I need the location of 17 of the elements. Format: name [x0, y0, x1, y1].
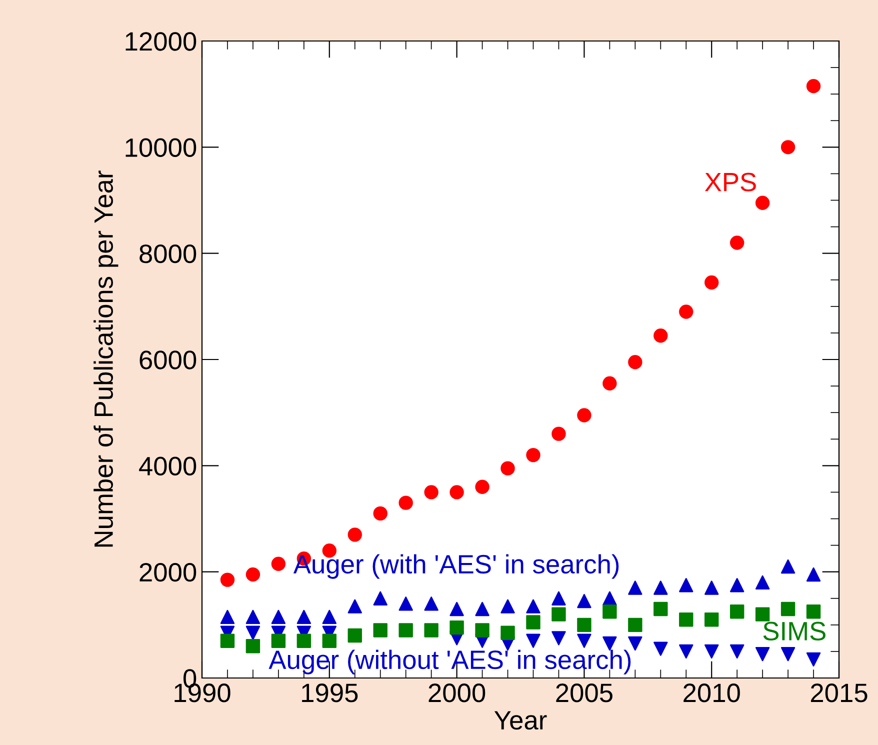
series-label: Auger (with 'AES' in search): [293, 554, 619, 579]
series-label: SIMS: [763, 622, 826, 640]
y-tick-label: 6000: [140, 350, 196, 370]
y-axis-title: Number of Publications per Year: [94, 170, 118, 547]
y-tick-label: 4000: [139, 456, 196, 476]
x-axis-title: Year: [494, 711, 547, 730]
x-tick-label: 2010: [684, 684, 740, 702]
series-label: Auger (without 'AES' in search): [268, 650, 631, 674]
y-tick-label: 2000: [140, 562, 196, 582]
x-tick-label: 1995: [302, 684, 358, 702]
series-label: XPS: [704, 172, 756, 192]
y-tick-label: 8000: [140, 244, 196, 264]
x-tick-label: 2005: [556, 684, 612, 702]
y-tick-label: 10000: [126, 138, 196, 157]
x-tick-label: 2015: [810, 684, 868, 702]
x-tick-label: 2000: [428, 684, 486, 702]
y-tick-label: 12000: [126, 32, 196, 51]
